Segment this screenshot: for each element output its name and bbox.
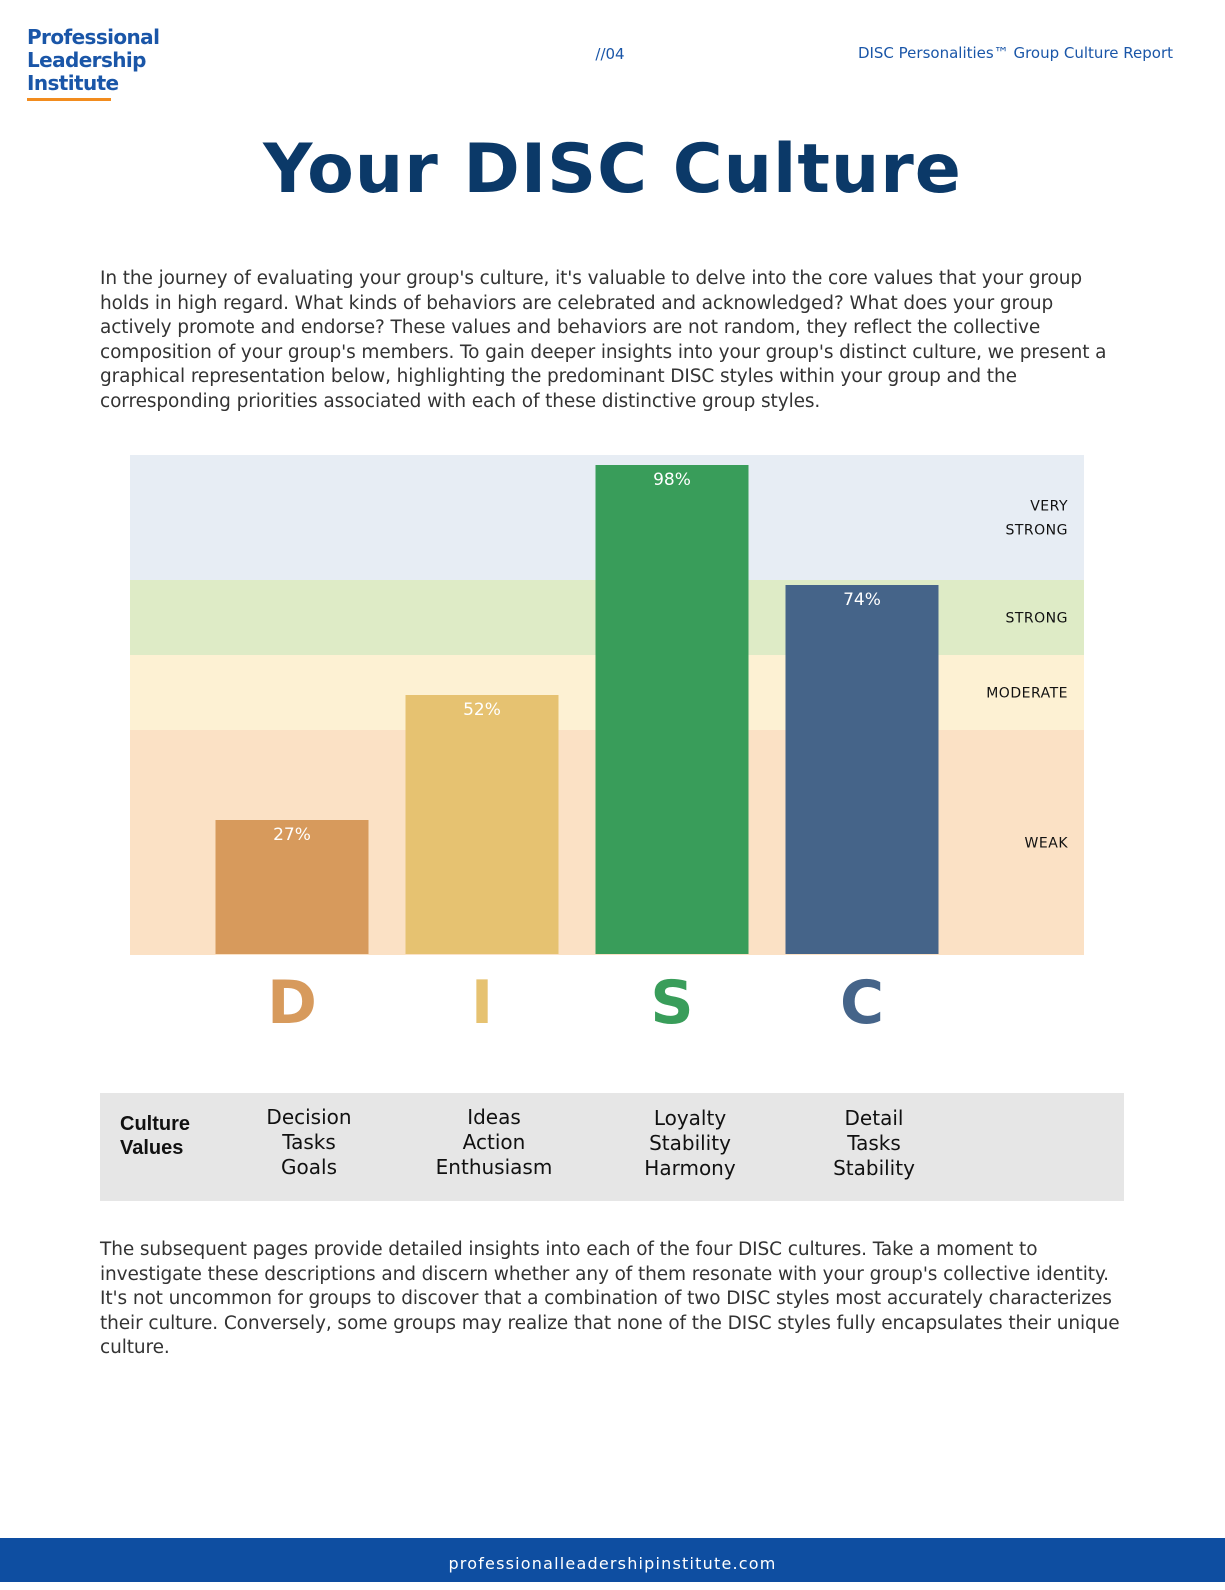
culture-value: Ideas: [467, 1105, 521, 1129]
culture-value: Tasks: [282, 1130, 336, 1154]
bar-i: [405, 695, 559, 954]
bar-value-label: 27%: [273, 825, 311, 845]
culture-values-c: Detail Tasks Stability: [784, 1106, 964, 1181]
footer-bar: professionalleadershipinstitute.com: [0, 1538, 1225, 1582]
bar-value-label: 74%: [843, 590, 881, 610]
disc-culture-chart: WEAK MODERATE STRONG VERY STRONG 27% D 52% I 98% S…: [130, 455, 1084, 1038]
outro-paragraph: The subsequent pages provide detailed in…: [100, 1239, 1120, 1358]
culture-values-d: Decision Tasks Goals: [219, 1105, 399, 1180]
culture-values-table: Culture Values Decision Tasks Goals Idea…: [100, 1093, 1124, 1201]
culture-values-label: Culture Values: [120, 1112, 190, 1160]
logo-underline: [27, 98, 111, 101]
culture-value: Harmony: [644, 1156, 736, 1180]
bar-s: [595, 465, 749, 954]
culture-value: Decision: [266, 1105, 352, 1129]
logo-line-2: Leadership: [27, 48, 146, 72]
category-letter-c: C: [840, 968, 884, 1038]
culture-values-label-line-1: Culture: [120, 1113, 190, 1135]
category-letter-d: D: [267, 968, 317, 1038]
footer-url[interactable]: professionalleadershipinstitute.com: [448, 1554, 777, 1573]
culture-value: Action: [462, 1130, 526, 1154]
band-label: STRONG: [1005, 523, 1068, 539]
culture-value: Detail: [844, 1106, 904, 1130]
category-letter-i: I: [471, 968, 493, 1038]
page-number: //04: [595, 45, 625, 63]
category-letter-s: S: [650, 968, 693, 1038]
page-title: Your DISC Culture: [263, 130, 962, 209]
culture-value: Loyalty: [653, 1106, 727, 1130]
culture-value: Stability: [649, 1131, 731, 1155]
company-logo[interactable]: Professional Leadership Institute: [27, 26, 167, 101]
bar-value-label: 98%: [653, 470, 691, 490]
culture-values-label-line-2: Values: [120, 1137, 184, 1159]
bar-value-label: 52%: [463, 700, 501, 720]
culture-value: Stability: [833, 1156, 915, 1180]
intro-paragraph: In the journey of evaluating your group'…: [100, 268, 1107, 412]
band-label: WEAK: [1025, 836, 1069, 852]
culture-values-i: Ideas Action Enthusiasm: [404, 1105, 584, 1180]
logo-line-1: Professional: [27, 25, 160, 49]
culture-value: Goals: [281, 1155, 337, 1179]
band-label: STRONG: [1005, 611, 1068, 627]
report-title: DISC Personalities™ Group Culture Report: [857, 44, 1173, 62]
culture-values-s: Loyalty Stability Harmony: [600, 1106, 780, 1181]
bar-d: [215, 820, 369, 954]
bar-c: [785, 585, 939, 954]
band-label: VERY: [1030, 499, 1068, 515]
culture-value: Tasks: [847, 1131, 901, 1155]
band-label: MODERATE: [986, 686, 1068, 702]
culture-value: Enthusiasm: [435, 1155, 553, 1179]
logo-line-3: Institute: [27, 71, 119, 95]
